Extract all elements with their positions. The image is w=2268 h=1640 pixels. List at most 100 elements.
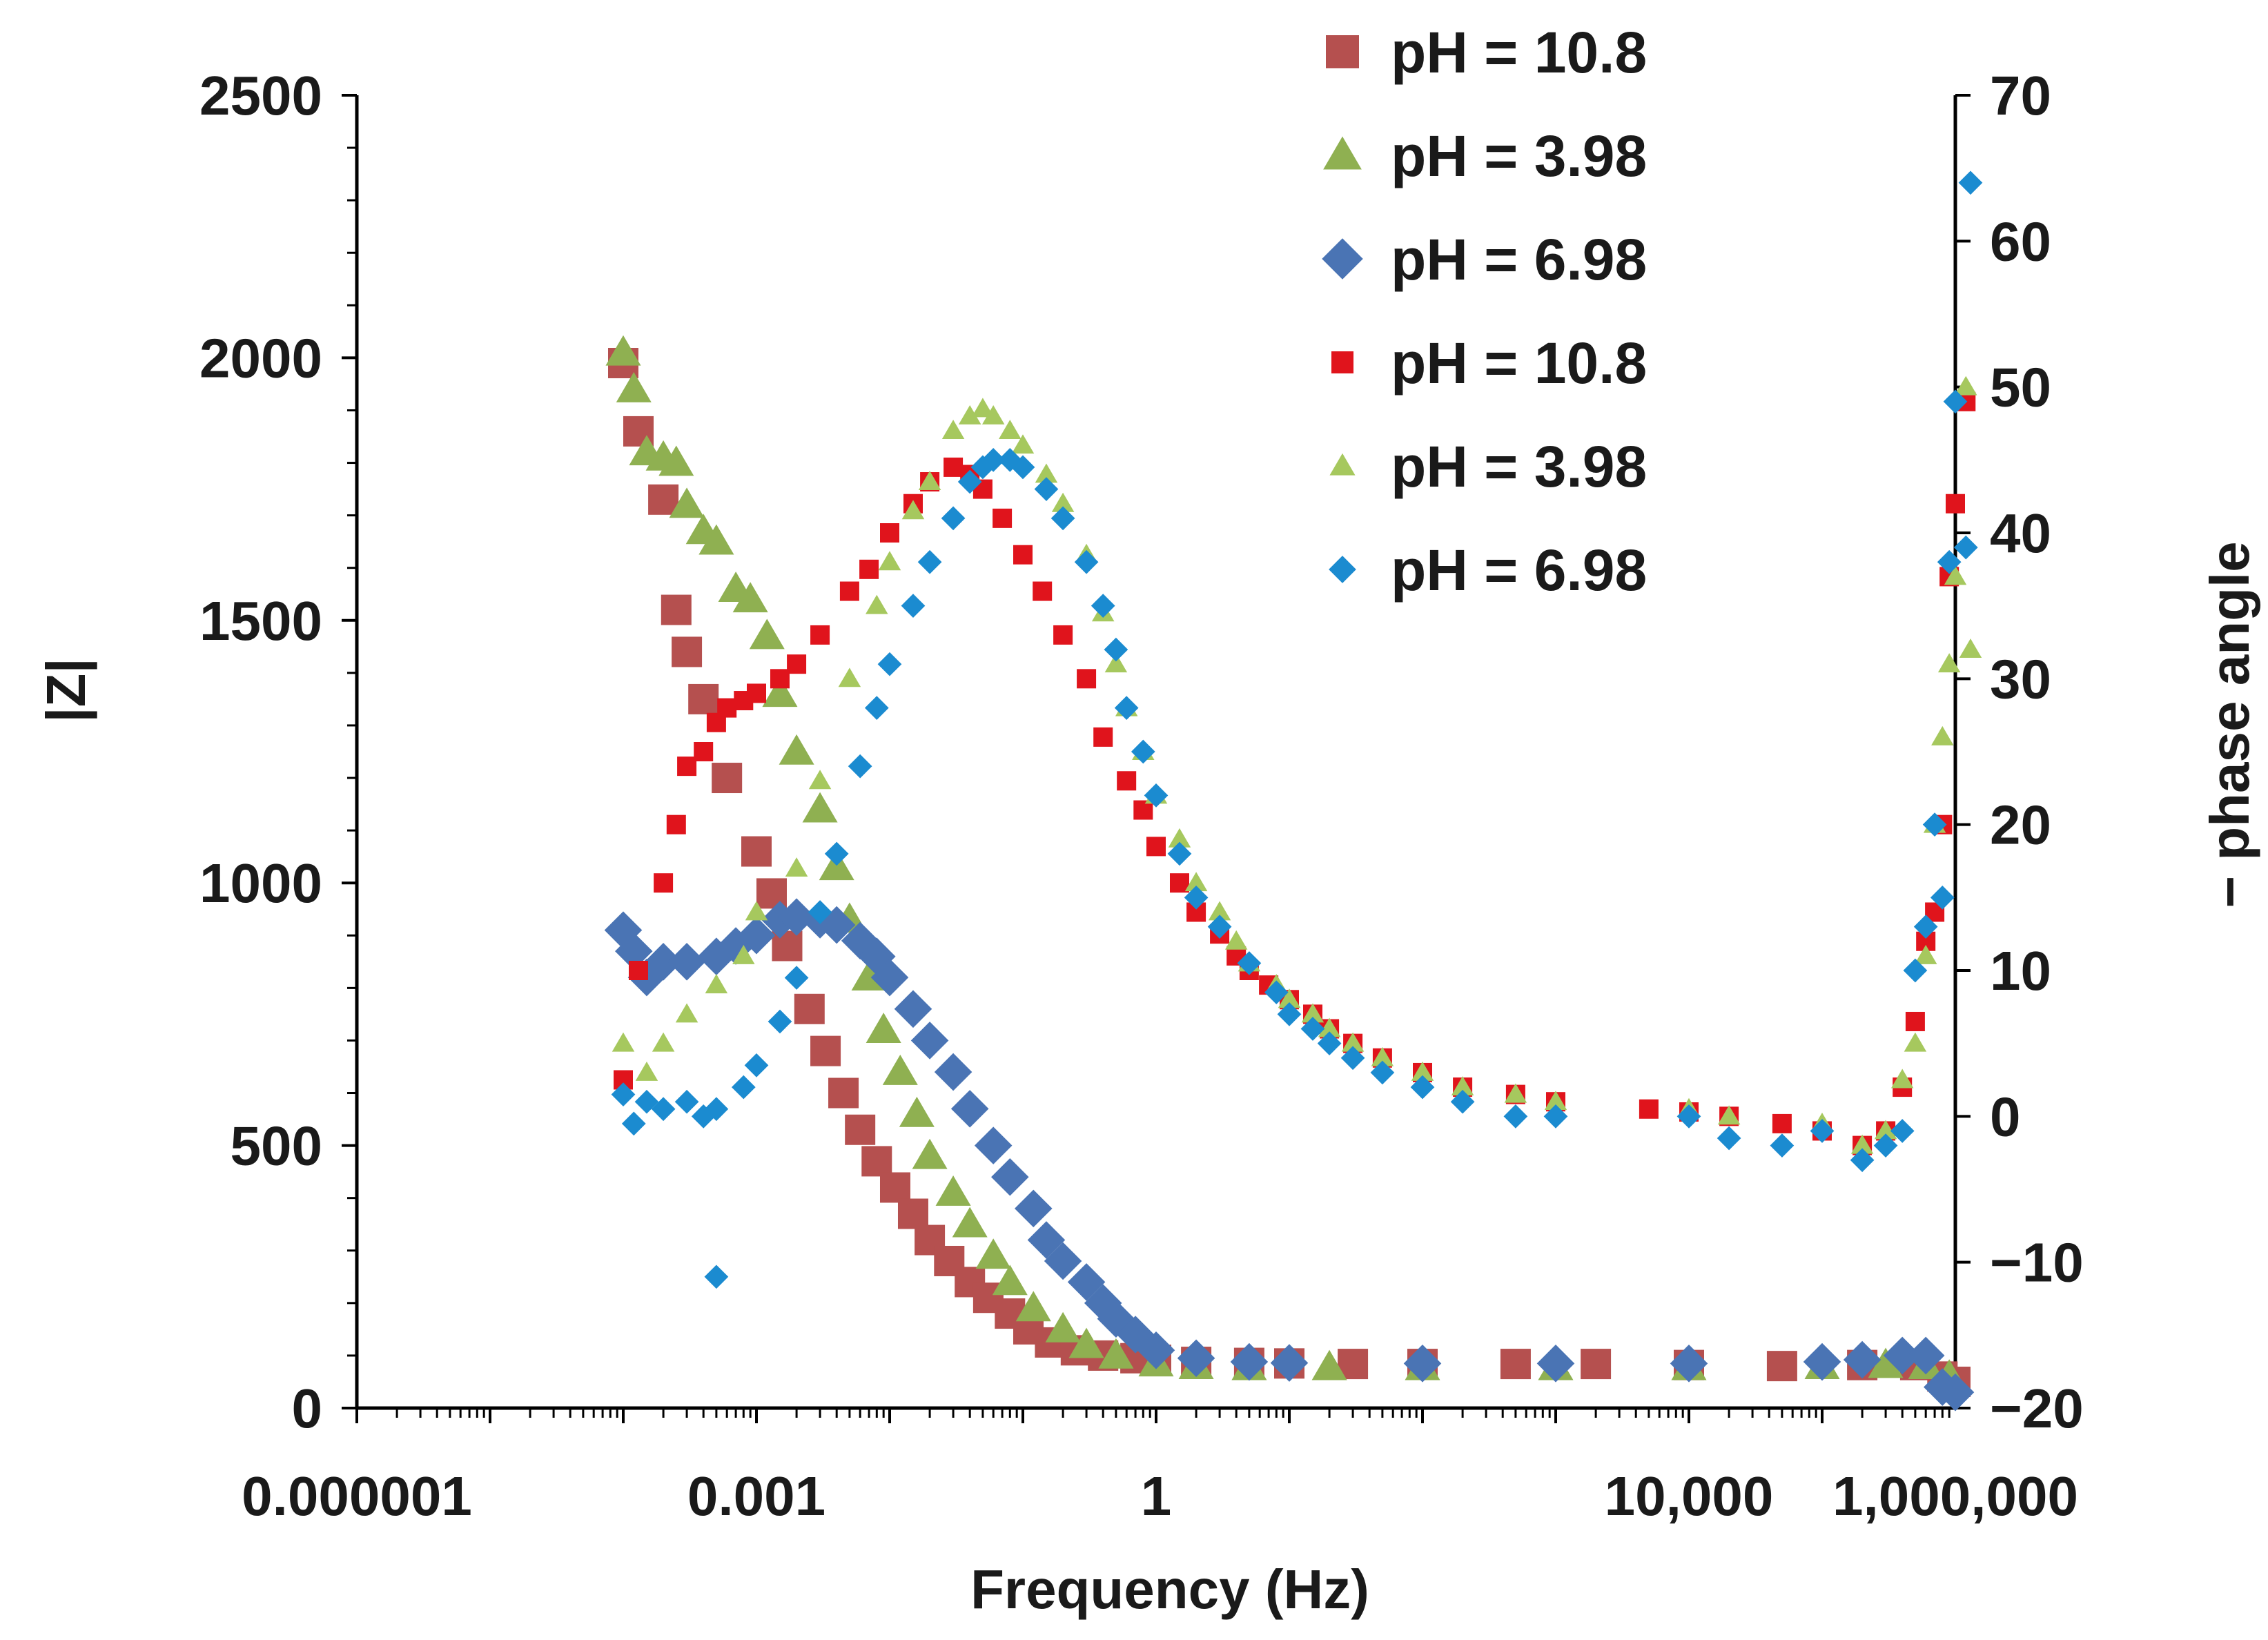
data-point bbox=[1341, 1032, 1365, 1052]
data-point bbox=[1301, 1003, 1324, 1023]
data-point bbox=[1810, 1119, 1835, 1143]
data-point bbox=[1931, 725, 1954, 745]
data-point bbox=[1450, 1089, 1475, 1114]
data-point bbox=[1676, 1104, 1701, 1129]
data-point bbox=[897, 1198, 928, 1229]
data-point bbox=[1045, 1311, 1081, 1343]
text-layer: Frequency (Hz) |Z| − phase angle bbox=[35, 541, 2260, 1620]
data-point bbox=[1015, 1189, 1053, 1228]
legend-marker bbox=[1331, 351, 1353, 373]
data-point bbox=[705, 974, 728, 994]
data-point bbox=[1953, 535, 1978, 560]
data-point bbox=[1500, 1349, 1531, 1380]
data-point bbox=[666, 814, 686, 834]
data-point bbox=[1944, 565, 1967, 585]
data-point bbox=[1906, 1336, 1945, 1375]
data-point bbox=[828, 1077, 859, 1109]
data-point bbox=[732, 582, 768, 613]
data-point bbox=[779, 734, 814, 765]
data-point bbox=[1050, 506, 1075, 531]
data-point bbox=[917, 549, 942, 574]
data-point bbox=[1958, 170, 1983, 195]
y2-tick-label: −20 bbox=[1990, 1378, 2084, 1439]
data-point bbox=[675, 1003, 698, 1023]
data-point bbox=[605, 335, 641, 366]
data-point bbox=[731, 1075, 756, 1100]
data-point bbox=[1340, 1046, 1365, 1071]
data-point bbox=[1184, 885, 1209, 910]
data-point bbox=[787, 654, 807, 674]
data-point bbox=[899, 1096, 935, 1127]
data-point bbox=[1766, 1351, 1797, 1382]
data-point bbox=[1955, 375, 1977, 396]
series-3 bbox=[604, 898, 1975, 1412]
y-tick-label: 0 bbox=[292, 1378, 323, 1439]
legend-marker bbox=[1326, 35, 1359, 68]
data-point bbox=[1015, 1291, 1051, 1322]
data-point bbox=[1270, 1344, 1309, 1382]
data-point bbox=[1230, 1343, 1269, 1381]
legend-label: pH = 10.8 bbox=[1391, 20, 1647, 85]
series-1 bbox=[608, 348, 1971, 1397]
data-point bbox=[839, 581, 859, 601]
data-point bbox=[993, 508, 1013, 528]
data-point bbox=[628, 961, 648, 980]
legend-marker bbox=[1322, 238, 1363, 280]
data-point bbox=[1077, 669, 1097, 689]
y2-tick-label: 20 bbox=[1990, 794, 2051, 856]
legend: pH = 10.8 pH = 3.98 pH = 6.98 pH = 10.8 pH =… bbox=[1322, 20, 1647, 603]
data-point bbox=[732, 944, 755, 964]
data-point bbox=[667, 943, 706, 981]
data-point bbox=[1264, 980, 1289, 1005]
data-point bbox=[1411, 1061, 1434, 1081]
data-point bbox=[661, 594, 692, 625]
data-point bbox=[952, 1207, 988, 1238]
data-point bbox=[688, 683, 719, 714]
data-point bbox=[935, 1175, 971, 1206]
data-point bbox=[950, 1090, 989, 1128]
legend-label: pH = 6.98 bbox=[1391, 227, 1647, 292]
data-point bbox=[1034, 477, 1059, 501]
data-point bbox=[1503, 1104, 1528, 1129]
legend-entry: pH = 3.98 bbox=[1323, 124, 1647, 188]
y-tick-label: 2000 bbox=[199, 327, 322, 389]
data-point bbox=[981, 404, 1005, 424]
data-point bbox=[1717, 1105, 1741, 1125]
legend-entry: pH = 6.98 bbox=[1329, 538, 1647, 603]
data-point bbox=[944, 457, 964, 477]
data-point bbox=[918, 471, 941, 491]
data-point bbox=[879, 1172, 910, 1203]
data-point bbox=[1890, 1068, 1914, 1089]
data-point bbox=[1144, 783, 1169, 808]
data-points-layer bbox=[604, 170, 1983, 1412]
legend-label: pH = 10.8 bbox=[1391, 331, 1647, 396]
data-point bbox=[1093, 727, 1113, 747]
data-point bbox=[1033, 581, 1053, 601]
data-point bbox=[615, 932, 653, 970]
data-point bbox=[870, 958, 909, 997]
data-point bbox=[741, 836, 772, 867]
data-point bbox=[1903, 958, 1928, 983]
data-point bbox=[1117, 771, 1137, 791]
data-point bbox=[808, 770, 832, 790]
data-point bbox=[644, 943, 683, 981]
data-point bbox=[1051, 492, 1075, 512]
data-point bbox=[958, 404, 981, 424]
data-point bbox=[882, 1055, 918, 1085]
data-point bbox=[672, 636, 703, 667]
data-point bbox=[894, 990, 932, 1028]
data-point bbox=[992, 1265, 1028, 1296]
x-tick-label: 10,000 bbox=[1605, 1465, 1774, 1527]
data-point bbox=[1167, 841, 1192, 866]
data-point bbox=[1169, 873, 1189, 893]
legend-entry: pH = 10.8 bbox=[1326, 20, 1647, 85]
data-point bbox=[1536, 1345, 1575, 1383]
data-point bbox=[777, 898, 816, 936]
data-point bbox=[1772, 1113, 1792, 1133]
data-point bbox=[648, 484, 679, 515]
data-point bbox=[1874, 1120, 1897, 1140]
data-point bbox=[934, 1053, 972, 1091]
data-point bbox=[770, 669, 790, 689]
legend-entry: pH = 6.98 bbox=[1322, 227, 1647, 292]
data-point bbox=[1184, 872, 1208, 892]
